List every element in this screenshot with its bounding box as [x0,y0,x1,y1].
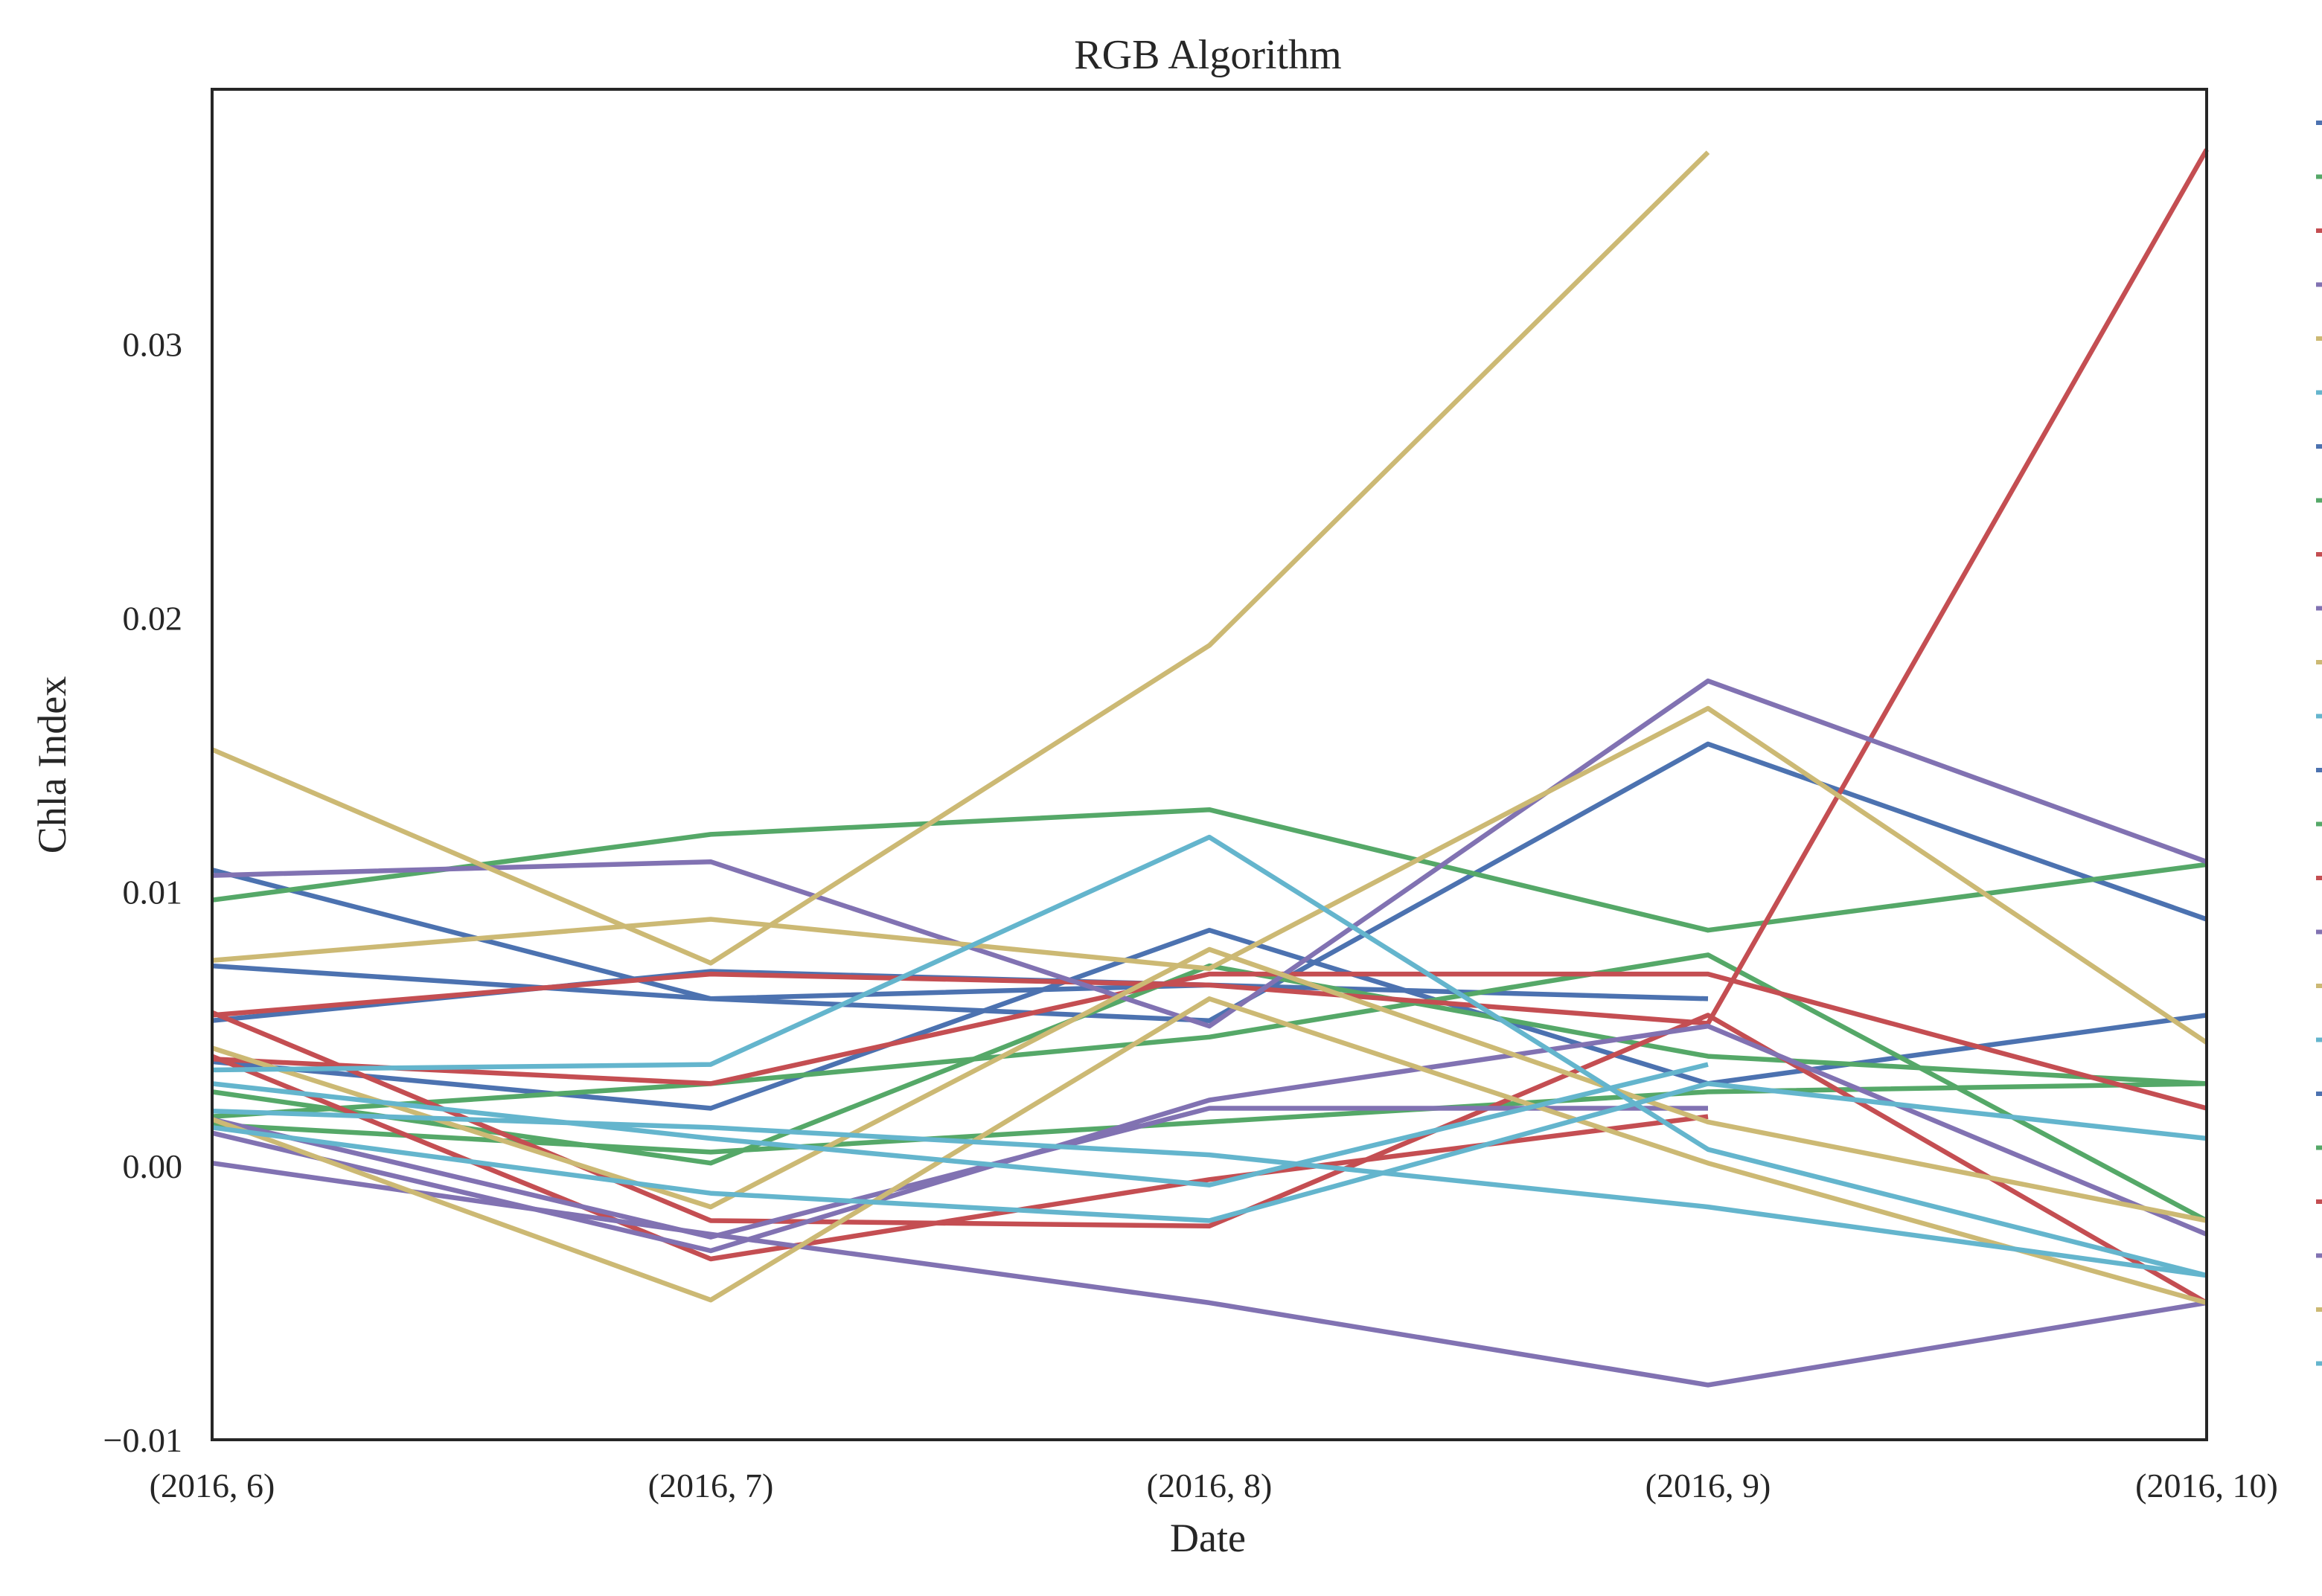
y-tick-label: 0.03 [123,325,183,363]
series-line-11 [211,1010,2208,1305]
y-tick-labels: −0.01 0.00 0.01 0.02 0.03 [103,325,182,1459]
y-tick-label: 0.00 [123,1147,183,1185]
y-axis-label: Chla Index [30,676,74,853]
series-line-13 [211,678,2208,1029]
series-lines [211,148,2209,1388]
x-tick-label: (2016, 9) [1645,1467,1771,1504]
series-line-22 [211,1062,1709,1188]
series-line-23 [211,1081,2207,1223]
series-line-21 [211,834,2207,1278]
x-tick-labels: (2016, 6) (2016, 7) (2016, 8) (2016, 9) (201… [150,1467,2278,1504]
x-tick-label: (2016, 8) [1147,1467,1273,1504]
series-line-18 [211,705,2208,1045]
series-line-7 [211,963,2207,1166]
plot-frame [211,88,2208,1441]
series-line-16 [211,1160,2207,1388]
series-line-9 [211,148,2209,1026]
x-tick-label: (2016, 7) [648,1467,774,1504]
x-axis-label: Date [1170,1516,1246,1560]
x-tick-label: (2016, 10) [2135,1467,2278,1504]
series-line-10 [211,971,2207,1111]
y-tick-label: −0.01 [103,1421,182,1459]
series-line-20 [211,996,2207,1306]
series-line-14 [211,1106,1708,1240]
series-line-24 [211,1108,2207,1278]
series-line-12 [211,1054,1709,1262]
series-line-6 [211,952,2208,1223]
chart-title: RGB Algorithm [1074,32,1341,78]
series-line-17 [211,150,1710,966]
series-line-3 [211,741,2208,1023]
legend [2316,121,2322,1366]
series-line-5 [211,807,2207,933]
series-line-19 [211,946,2207,1223]
x-tick-label: (2016, 6) [150,1467,275,1504]
y-tick-label: 0.01 [123,874,183,911]
series-line-8 [211,1081,2207,1155]
y-tick-label: 0.02 [123,600,183,638]
